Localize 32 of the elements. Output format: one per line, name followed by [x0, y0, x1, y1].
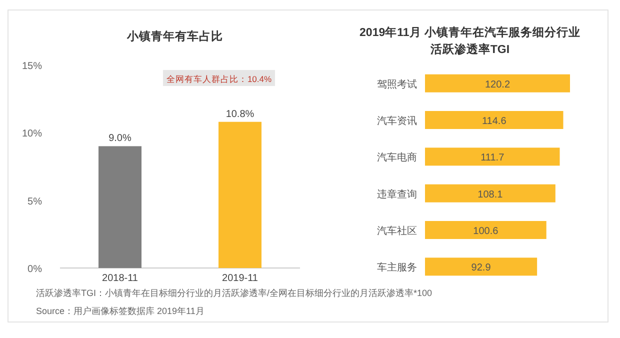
chart-subtitle: 活跃渗透率TGI	[429, 42, 510, 56]
data-label: 9.0%	[108, 133, 132, 144]
y-tick-label: 0%	[28, 264, 42, 275]
data-label: 10.8%	[226, 108, 254, 120]
data-label: 120.2	[484, 79, 510, 90]
x-tick-label: 2018-11	[102, 273, 138, 284]
bar	[425, 184, 556, 202]
y-tick-label: 车主服务	[377, 262, 417, 274]
y-tick-label: 驾照考试	[377, 78, 417, 90]
data-label: 111.7	[480, 152, 505, 164]
y-tick-label: 5%	[28, 196, 42, 208]
text: 活跃渗透率TGI：小镇青年在目标细分行业的月活跃渗透率/全网在目标细分行业的月活跃渗透率*100	[36, 288, 432, 298]
y-tick-label: 违章查询	[377, 188, 417, 200]
bar	[425, 111, 564, 129]
bar	[425, 148, 560, 166]
x-tick-label: 2019-11	[222, 273, 258, 284]
y-tick-label: 汽车资讯	[377, 115, 417, 127]
y-tick-label: 汽车社区	[377, 225, 417, 237]
y-tick-label: 汽车电商	[377, 152, 417, 164]
data-label: 114.6	[482, 116, 507, 127]
data-label: 108.1	[478, 189, 504, 200]
y-tick-label: 15%	[22, 61, 42, 72]
data-label: 92.9	[471, 262, 492, 274]
bar	[425, 221, 546, 239]
y-tick-label: 10%	[22, 128, 42, 140]
data-label: 100.6	[473, 226, 499, 237]
bar	[425, 258, 538, 276]
source-note: Source：用户画像标签数据库 2019年11月	[36, 306, 204, 316]
annotation: 全网有车人群占比：10.4%	[166, 74, 272, 84]
chart-title: 2019年11月 小镇青年在汽车服务细分行业	[360, 25, 580, 39]
bar	[425, 74, 570, 92]
chart-title: 小镇青年有车占比	[126, 29, 223, 43]
